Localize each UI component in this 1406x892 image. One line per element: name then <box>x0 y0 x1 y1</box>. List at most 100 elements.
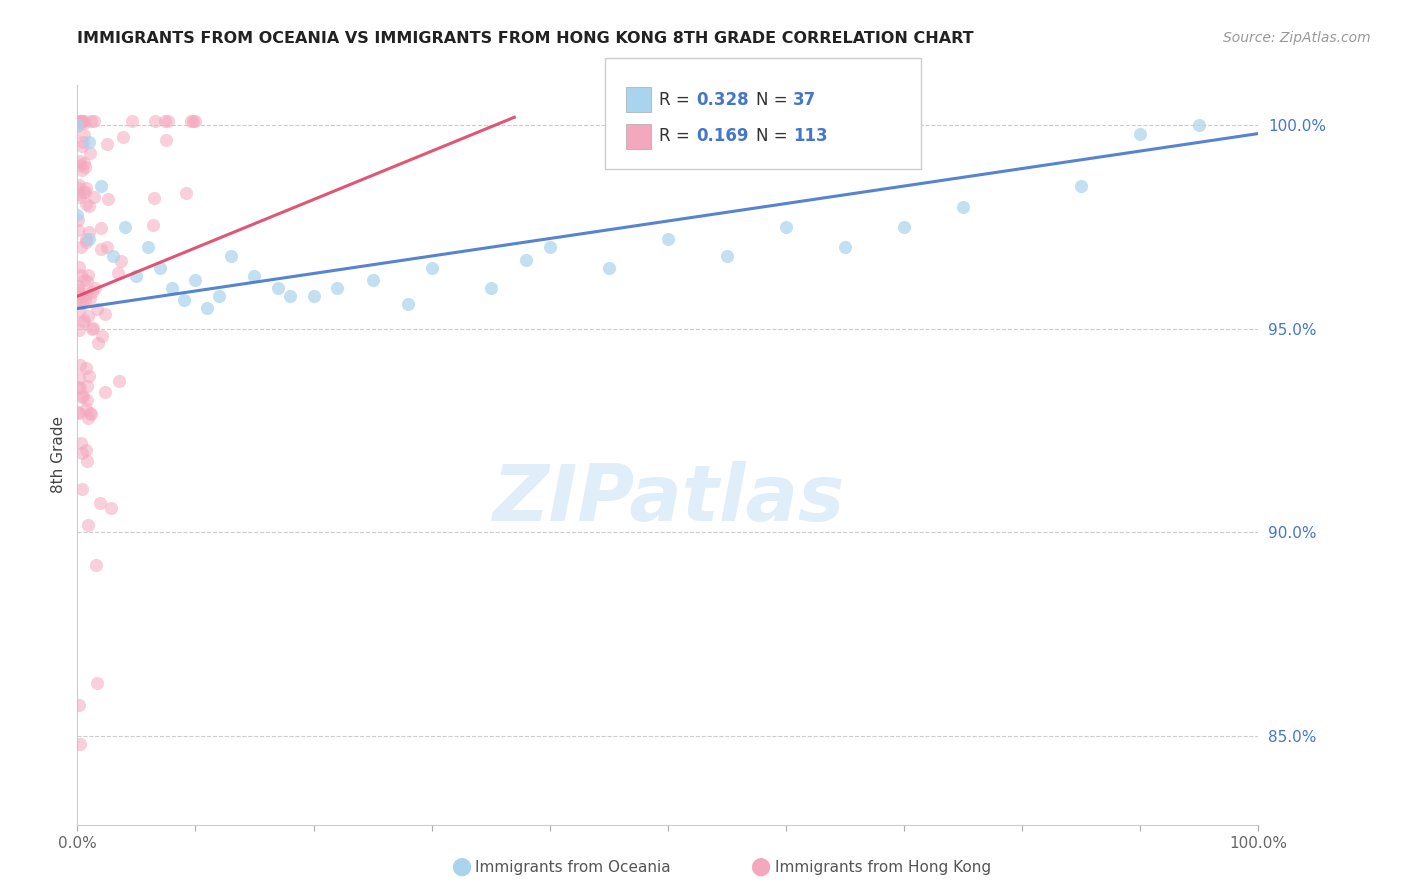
Text: Immigrants from Hong Kong: Immigrants from Hong Kong <box>775 860 991 874</box>
Point <box>1070 179 1092 194</box>
Point <box>278 289 301 303</box>
Text: N =: N = <box>756 128 793 145</box>
Text: N =: N = <box>756 91 793 109</box>
Point <box>149 260 172 275</box>
Point <box>80 407 103 421</box>
Point <box>952 200 974 214</box>
Point <box>66 405 89 419</box>
Point <box>112 130 135 145</box>
Point <box>70 296 93 310</box>
Point <box>69 114 91 128</box>
Point <box>72 185 94 199</box>
Point <box>479 281 502 295</box>
Point <box>326 281 349 295</box>
Point <box>75 160 97 174</box>
Point <box>174 186 197 200</box>
Point <box>72 390 94 404</box>
Point <box>598 260 620 275</box>
Point <box>75 442 97 457</box>
Point <box>80 114 103 128</box>
Point <box>180 114 202 128</box>
Point <box>183 114 205 128</box>
Point <box>1129 127 1152 141</box>
Point <box>75 197 97 211</box>
Point <box>75 180 97 194</box>
Point <box>79 199 101 213</box>
Point <box>114 220 136 235</box>
Point <box>73 128 96 142</box>
Point <box>80 285 103 300</box>
Point <box>70 163 93 178</box>
Point <box>160 281 183 295</box>
Point <box>157 114 180 128</box>
Point <box>110 254 132 268</box>
Point <box>101 249 124 263</box>
Point <box>86 302 108 317</box>
Point <box>136 240 159 254</box>
Point <box>67 283 90 297</box>
Point <box>66 119 89 133</box>
Point <box>66 279 89 293</box>
Point <box>67 304 90 318</box>
Text: 0.169: 0.169 <box>696 128 748 145</box>
Point <box>82 321 104 335</box>
Point <box>302 289 325 303</box>
Point <box>67 186 90 201</box>
Point <box>125 268 148 283</box>
Point <box>72 482 94 496</box>
Point <box>775 220 797 235</box>
Point <box>893 220 915 235</box>
Point <box>75 293 97 307</box>
Point <box>75 232 97 246</box>
Point <box>66 222 89 236</box>
Point <box>70 114 93 128</box>
Point <box>181 114 204 128</box>
Point <box>67 698 90 713</box>
Point <box>73 114 96 128</box>
Point <box>83 114 105 128</box>
Point <box>1188 119 1211 133</box>
Point <box>75 287 97 301</box>
Point <box>87 336 110 351</box>
Text: 37: 37 <box>793 91 817 109</box>
Point <box>69 290 91 304</box>
Point <box>76 518 98 533</box>
Point <box>79 406 101 420</box>
Point <box>79 146 101 161</box>
Point <box>77 309 100 323</box>
Point <box>70 114 93 128</box>
Point <box>121 114 143 128</box>
Point <box>155 114 177 128</box>
Point <box>90 242 112 256</box>
Point <box>73 273 96 287</box>
Point <box>96 239 118 253</box>
Point <box>70 268 93 282</box>
Point <box>420 260 443 275</box>
Point <box>538 240 561 254</box>
Point <box>69 153 91 168</box>
Y-axis label: 8th Grade: 8th Grade <box>51 417 66 493</box>
Point <box>90 179 112 194</box>
Point <box>97 192 120 206</box>
Point <box>67 406 90 420</box>
Point <box>155 133 177 147</box>
Point <box>66 119 89 133</box>
Point <box>77 411 100 425</box>
Point <box>96 136 118 151</box>
Point <box>67 181 90 195</box>
Text: R =: R = <box>659 128 696 145</box>
Point <box>67 115 90 129</box>
Point <box>89 496 111 510</box>
Point <box>90 221 112 235</box>
Point <box>75 235 97 250</box>
Point <box>515 252 537 267</box>
Point <box>75 360 97 375</box>
Point <box>69 285 91 300</box>
Point <box>100 501 122 516</box>
Point <box>143 114 166 128</box>
Point <box>91 329 114 343</box>
Point <box>77 232 100 246</box>
Point <box>66 213 89 227</box>
Point <box>69 190 91 204</box>
Point <box>70 446 93 460</box>
